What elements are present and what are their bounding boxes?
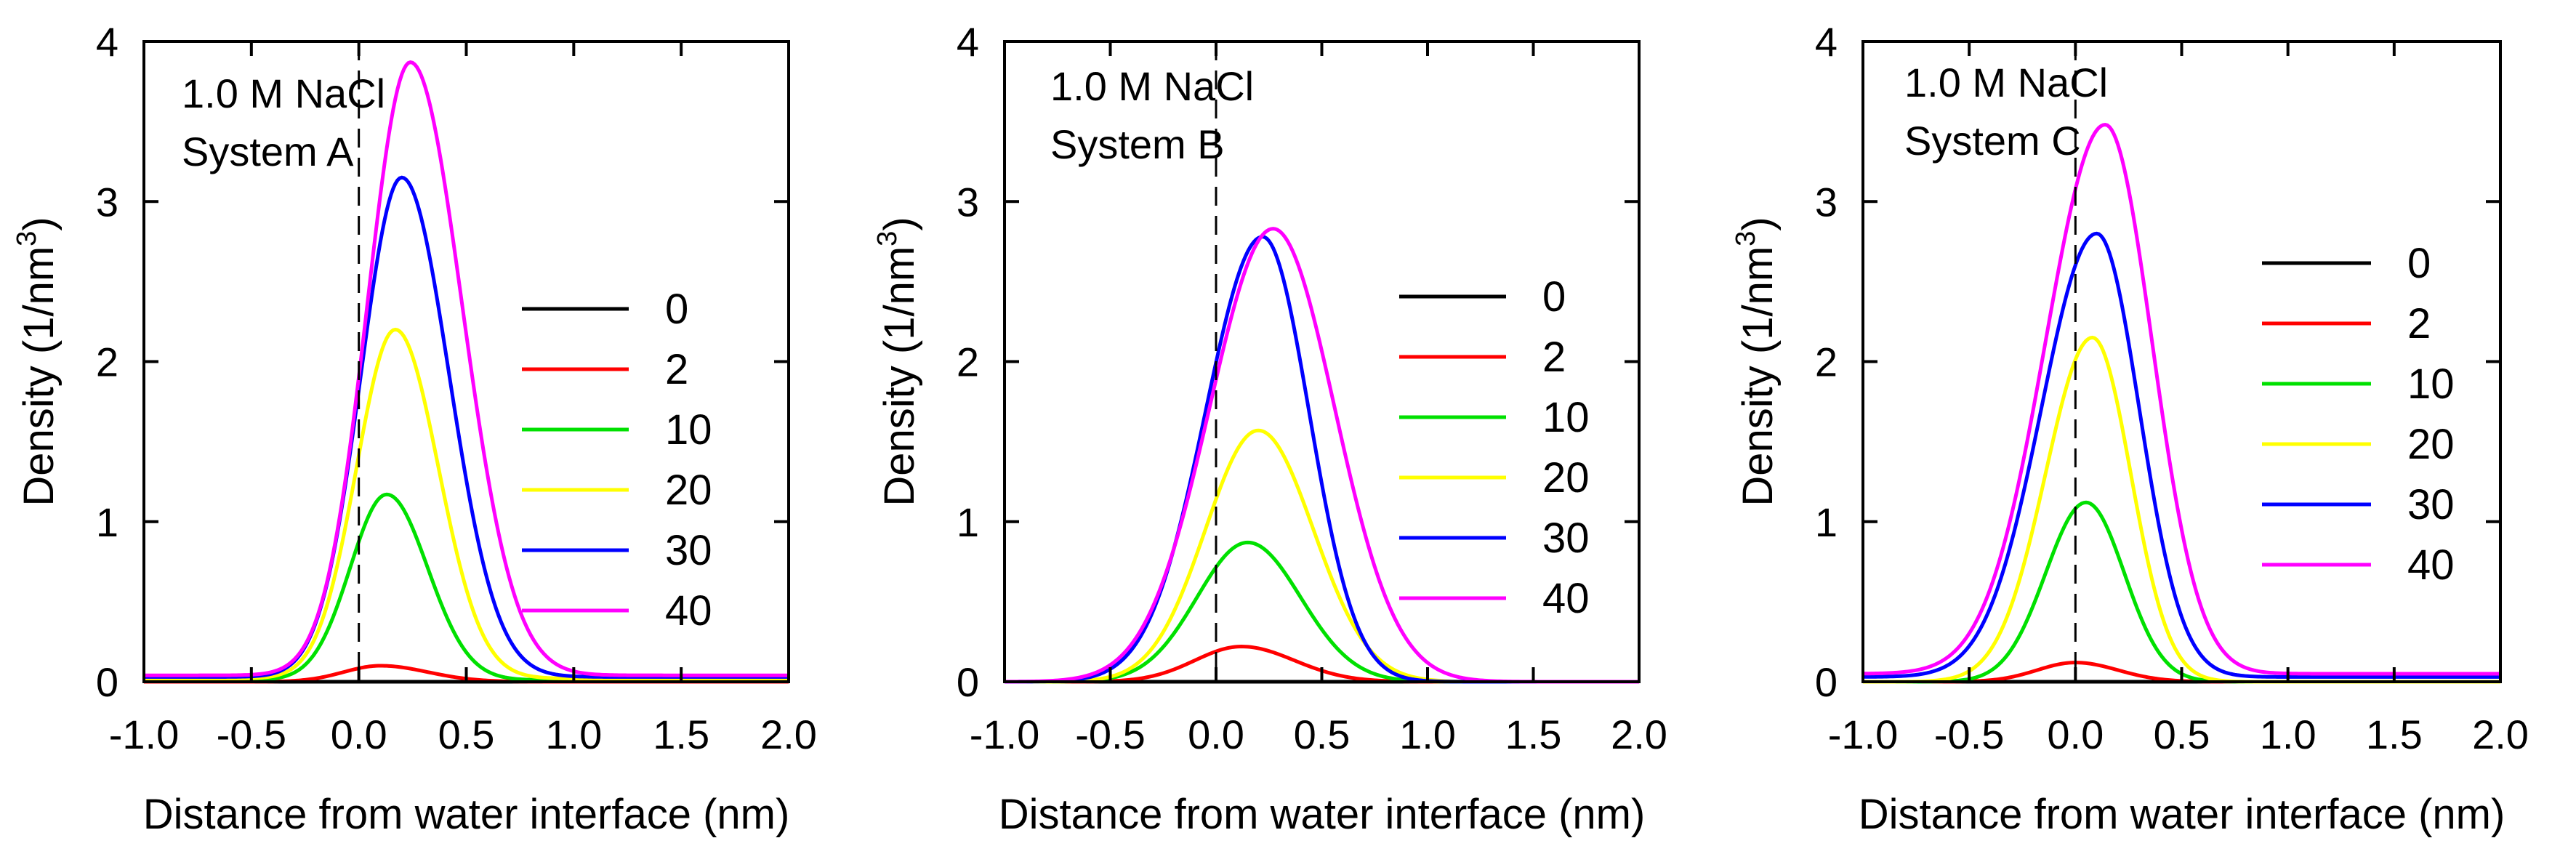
x-tick-label: 2.0 <box>1611 712 1667 757</box>
y-axis-label-main: Density (1/nm <box>15 246 63 507</box>
series-line-30 <box>1862 231 2500 679</box>
legend: 0 2 10 20 30 40 <box>2262 240 2455 589</box>
y-tick-label: 0 <box>957 659 979 705</box>
x-tick-label: 2.0 <box>2472 712 2529 757</box>
y-tick-label: 4 <box>96 19 118 65</box>
y-axis-label-tail: ) <box>1734 217 1782 230</box>
x-tick-label: 0.5 <box>438 712 495 757</box>
legend-label-0: 0 <box>1542 273 1566 321</box>
y-axis-label-tail: ) <box>876 217 923 230</box>
legend-label-2: 2 <box>1542 334 1566 381</box>
y-axis-label-superscript: 3 <box>1731 231 1761 246</box>
annotation-system: System C <box>1904 118 2081 164</box>
y-axis-label-superscript: 3 <box>872 231 903 246</box>
x-tick-label: -0.5 <box>1075 712 1146 757</box>
x-tick-label: 0.0 <box>1188 712 1244 757</box>
y-axis-label: Density (1/nm3) <box>872 217 923 506</box>
legend-label-2: 2 <box>665 346 688 393</box>
legend-label-10: 10 <box>1542 394 1590 441</box>
y-axis-label-main: Density (1/nm <box>1734 246 1782 507</box>
panel-1: -1.0 -0.5 0.0 0.5 1.0 1.5 2.0 0 1 2 3 4 Distance fro… <box>12 19 817 838</box>
x-tick-label: 1.5 <box>2366 712 2423 757</box>
curves <box>1862 122 2500 684</box>
x-tick-label: 1.5 <box>1505 712 1562 757</box>
legend-label-10: 10 <box>665 406 712 454</box>
legend-label-2: 2 <box>2407 300 2431 347</box>
annotation-concentration: 1.0 M NaCl <box>182 71 385 116</box>
legend-label-30: 30 <box>1542 515 1590 562</box>
y-tick-label: 1 <box>96 499 118 545</box>
series-line-40 <box>1862 122 2500 676</box>
annotation-concentration: 1.0 M NaCl <box>1904 60 2108 105</box>
y-axis-label: Density (1/nm3) <box>1731 217 1782 506</box>
y-tick-label: 4 <box>1815 19 1838 65</box>
x-tick-label: 0.5 <box>2154 712 2210 757</box>
legend-label-30: 30 <box>2407 481 2455 528</box>
legend-label-40: 40 <box>665 587 712 635</box>
series-line-20 <box>1863 335 2500 684</box>
annotation-system: System B <box>1050 121 1225 167</box>
y-tick-label: 2 <box>96 339 118 385</box>
x-tick-label: -0.5 <box>1934 712 2005 757</box>
annotation-concentration: 1.0 M NaCl <box>1050 63 1254 109</box>
y-tick-label: 3 <box>957 179 979 225</box>
y-tick-label: 0 <box>1815 659 1838 705</box>
y-axis-label-main: Density (1/nm <box>876 246 923 507</box>
legend-label-0: 0 <box>665 286 688 333</box>
legend: 0 2 10 20 30 40 <box>522 286 712 635</box>
x-tick-label: 1.0 <box>2260 712 2317 757</box>
x-tick-label: -1.0 <box>109 712 180 757</box>
legend-label-40: 40 <box>2407 541 2455 589</box>
y-axis-label-tail: ) <box>15 217 63 230</box>
y-tick-label: 2 <box>957 339 979 385</box>
x-tick-label: -1.0 <box>970 712 1040 757</box>
legend-label-0: 0 <box>2407 240 2431 287</box>
legend-label-20: 20 <box>2407 421 2455 468</box>
x-tick-label: -0.5 <box>217 712 287 757</box>
x-tick-label: 2.0 <box>760 712 817 757</box>
x-tick-label: 1.0 <box>1399 712 1456 757</box>
x-tick-label: 1.5 <box>653 712 709 757</box>
y-tick-label: 3 <box>96 179 118 225</box>
x-tick-label: 0.0 <box>2047 712 2104 757</box>
x-tick-label: 0.0 <box>331 712 387 757</box>
panel-3: -1.0 -0.5 0.0 0.5 1.0 1.5 2.0 0 1 2 3 4 Distance fro… <box>1731 19 2529 838</box>
legend-label-30: 30 <box>665 527 712 574</box>
y-tick-label: 2 <box>1815 339 1838 385</box>
y-tick-label: 4 <box>957 19 979 65</box>
x-axis-label: Distance from water interface (nm) <box>999 791 1646 838</box>
legend-label-10: 10 <box>2407 360 2455 408</box>
y-tick-label: 1 <box>1815 499 1838 545</box>
annotation-system: System A <box>182 129 354 174</box>
y-tick-label: 3 <box>1815 179 1838 225</box>
x-axis-label: Distance from water interface (nm) <box>1859 791 2505 838</box>
y-axis-label: Density (1/nm3) <box>12 217 63 506</box>
y-axis-label-superscript: 3 <box>12 231 42 246</box>
legend-label-20: 20 <box>1542 454 1590 501</box>
panel-2: -1.0 -0.5 0.0 0.5 1.0 1.5 2.0 0 1 2 3 4 Distance fro… <box>872 19 1667 838</box>
y-tick-label: 0 <box>96 659 118 705</box>
x-tick-label: 1.0 <box>545 712 602 757</box>
y-tick-label: 1 <box>957 499 979 545</box>
x-tick-label: 0.5 <box>1294 712 1351 757</box>
x-tick-label: -1.0 <box>1828 712 1899 757</box>
legend: 0 2 10 20 30 40 <box>1399 273 1590 622</box>
legend-label-40: 40 <box>1542 575 1590 622</box>
x-axis-label: Distance from water interface (nm) <box>143 791 790 838</box>
legend-label-20: 20 <box>665 467 712 514</box>
